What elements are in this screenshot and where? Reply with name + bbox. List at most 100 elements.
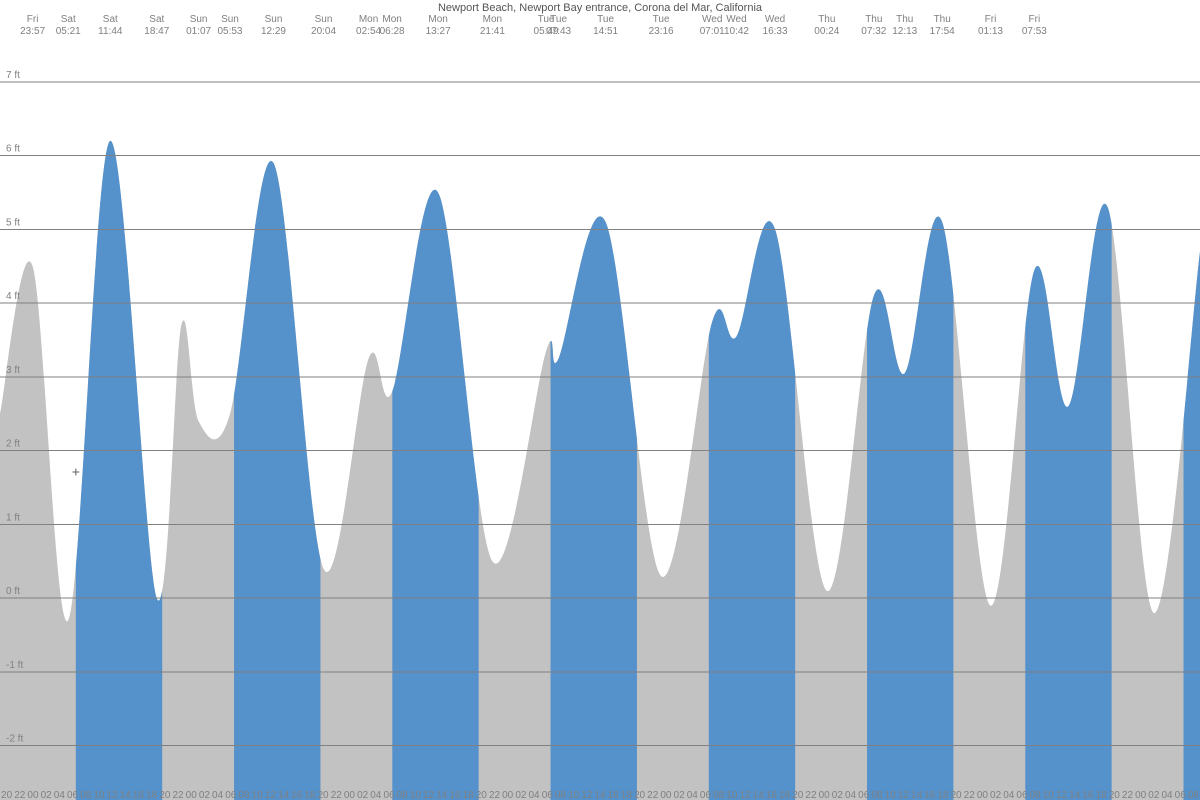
svg-text:07:32: 07:32 [861, 26, 886, 37]
svg-text:Sat: Sat [61, 14, 76, 25]
svg-text:05:21: 05:21 [56, 26, 81, 37]
svg-text:4 ft: 4 ft [6, 291, 20, 302]
svg-text:08: 08 [1030, 790, 1042, 800]
svg-text:12:29: 12:29 [261, 26, 286, 37]
svg-text:18: 18 [1096, 790, 1108, 800]
svg-text:14: 14 [911, 790, 923, 800]
svg-text:Fri: Fri [1029, 14, 1041, 25]
svg-text:00: 00 [1135, 790, 1147, 800]
svg-text:06: 06 [383, 790, 395, 800]
svg-text:Sun: Sun [190, 14, 208, 25]
svg-text:Mon: Mon [483, 14, 502, 25]
svg-text:08: 08 [1188, 790, 1200, 800]
svg-text:20: 20 [634, 790, 646, 800]
svg-text:01:07: 01:07 [186, 26, 211, 37]
svg-text:Tue: Tue [550, 14, 567, 25]
svg-text:12: 12 [581, 790, 593, 800]
svg-text:Sun: Sun [315, 14, 333, 25]
svg-text:02: 02 [990, 790, 1002, 800]
svg-text:14: 14 [436, 790, 448, 800]
svg-text:00: 00 [186, 790, 198, 800]
svg-text:-2 ft: -2 ft [6, 734, 23, 745]
svg-text:05:53: 05:53 [217, 26, 242, 37]
svg-text:06:28: 06:28 [380, 26, 405, 37]
svg-text:20: 20 [476, 790, 488, 800]
svg-text:06: 06 [1016, 790, 1028, 800]
svg-text:01:13: 01:13 [978, 26, 1003, 37]
svg-text:6 ft: 6 ft [6, 144, 20, 155]
svg-text:07:53: 07:53 [1022, 26, 1047, 37]
svg-text:22: 22 [805, 790, 817, 800]
svg-text:02: 02 [1148, 790, 1160, 800]
svg-text:Sat: Sat [149, 14, 164, 25]
svg-text:18: 18 [146, 790, 158, 800]
svg-text:00: 00 [344, 790, 356, 800]
svg-text:18: 18 [937, 790, 949, 800]
svg-text:10: 10 [93, 790, 105, 800]
svg-text:-1 ft: -1 ft [6, 660, 23, 671]
svg-text:16: 16 [1082, 790, 1094, 800]
svg-text:07:43: 07:43 [546, 26, 571, 37]
svg-text:16: 16 [291, 790, 303, 800]
svg-text:22: 22 [1122, 790, 1134, 800]
svg-text:00: 00 [502, 790, 514, 800]
svg-text:20: 20 [1109, 790, 1121, 800]
svg-text:10: 10 [410, 790, 422, 800]
svg-text:22: 22 [331, 790, 343, 800]
svg-text:04: 04 [1003, 790, 1015, 800]
svg-text:14: 14 [120, 790, 132, 800]
svg-text:3 ft: 3 ft [6, 365, 20, 376]
svg-text:10: 10 [1043, 790, 1055, 800]
svg-text:06: 06 [858, 790, 870, 800]
svg-text:00: 00 [660, 790, 672, 800]
svg-text:Thu: Thu [934, 14, 951, 25]
svg-text:Thu: Thu [818, 14, 835, 25]
svg-text:02:54: 02:54 [356, 26, 381, 37]
svg-text:22: 22 [964, 790, 976, 800]
svg-text:04: 04 [212, 790, 224, 800]
svg-text:04: 04 [1161, 790, 1173, 800]
svg-text:10: 10 [252, 790, 264, 800]
svg-text:02: 02 [674, 790, 686, 800]
svg-text:16: 16 [449, 790, 461, 800]
svg-text:18:47: 18:47 [144, 26, 169, 37]
svg-text:18: 18 [304, 790, 316, 800]
svg-text:Wed: Wed [702, 14, 722, 25]
svg-text:00: 00 [819, 790, 831, 800]
svg-text:1 ft: 1 ft [6, 512, 20, 523]
svg-text:08: 08 [397, 790, 409, 800]
svg-text:23:16: 23:16 [649, 26, 674, 37]
svg-text:00:24: 00:24 [814, 26, 839, 37]
svg-text:20: 20 [1, 790, 13, 800]
svg-text:14: 14 [1069, 790, 1081, 800]
svg-text:5 ft: 5 ft [6, 217, 20, 228]
svg-text:04: 04 [370, 790, 382, 800]
svg-text:08: 08 [871, 790, 883, 800]
svg-text:12:13: 12:13 [892, 26, 917, 37]
svg-text:11:44: 11:44 [98, 26, 123, 37]
svg-text:14:51: 14:51 [593, 26, 618, 37]
svg-text:00: 00 [27, 790, 39, 800]
svg-text:07:01: 07:01 [700, 26, 725, 37]
svg-text:08: 08 [80, 790, 92, 800]
svg-text:+: + [72, 464, 80, 480]
svg-text:00: 00 [977, 790, 989, 800]
svg-text:16: 16 [608, 790, 620, 800]
svg-text:22: 22 [14, 790, 26, 800]
svg-text:06: 06 [225, 790, 237, 800]
svg-text:14: 14 [753, 790, 765, 800]
svg-text:16: 16 [133, 790, 145, 800]
svg-text:12: 12 [1056, 790, 1068, 800]
svg-text:22: 22 [172, 790, 184, 800]
svg-text:16: 16 [924, 790, 936, 800]
svg-text:18: 18 [463, 790, 475, 800]
svg-text:Wed: Wed [726, 14, 746, 25]
svg-text:08: 08 [238, 790, 250, 800]
svg-text:08: 08 [555, 790, 567, 800]
svg-text:12: 12 [739, 790, 751, 800]
svg-text:12: 12 [898, 790, 910, 800]
svg-text:10:42: 10:42 [724, 26, 749, 37]
svg-text:06: 06 [67, 790, 79, 800]
svg-text:Thu: Thu [865, 14, 882, 25]
svg-text:Sat: Sat [103, 14, 118, 25]
